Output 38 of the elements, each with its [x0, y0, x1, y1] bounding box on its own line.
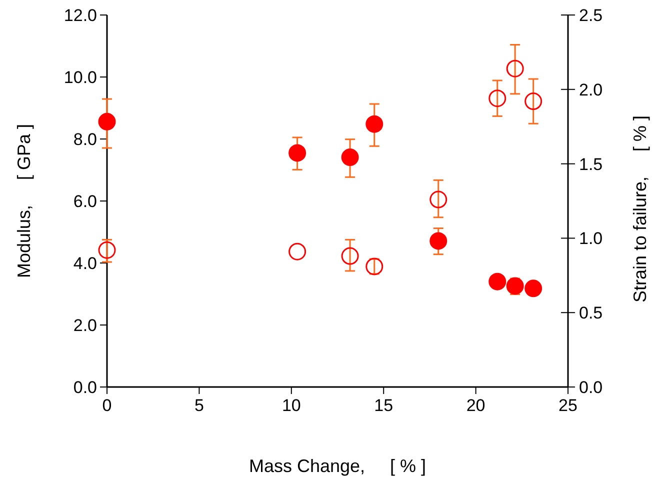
x-axis-title: Mass Change, [ % ]	[248, 456, 426, 476]
x-tick-label: 0	[102, 396, 112, 415]
y2-tick-label: 1.0	[579, 229, 603, 248]
x-tick-label: 15	[374, 396, 394, 415]
y-tick-label: 6.0	[73, 192, 97, 211]
y2-tick-label: 2.0	[579, 80, 603, 100]
y-tick-label: 0.0	[73, 378, 97, 397]
point	[524, 280, 542, 298]
y-tick-label: 10.0	[64, 68, 97, 87]
point	[288, 242, 306, 260]
y-axis-title: Modulus, [ GPa ]	[14, 124, 34, 278]
point	[98, 112, 116, 130]
y2-tick-label: 0.0	[579, 378, 603, 397]
y-tick-label: 2.0	[73, 316, 97, 335]
point	[98, 241, 116, 259]
x-tick-label: 5	[194, 396, 204, 415]
y2-tick-label: 0.5	[579, 304, 603, 323]
y2-tick-label: 1.5	[579, 154, 603, 174]
point	[506, 60, 524, 78]
x-tick-label: 10	[282, 396, 301, 415]
y-tick-label: 8.0	[73, 130, 97, 149]
y-tick-label: 12.0	[64, 6, 97, 25]
point	[488, 272, 506, 290]
point	[341, 148, 359, 166]
y2-tick-label: 2.5	[579, 6, 603, 25]
point	[488, 90, 506, 108]
point	[430, 232, 448, 250]
point	[506, 277, 524, 295]
point	[366, 115, 384, 133]
point	[524, 92, 542, 110]
x-tick-label: 20	[466, 396, 486, 415]
y-tick-label: 4.0	[73, 254, 97, 273]
y2-axis-title: Strain to failure, [ % ]	[630, 115, 650, 303]
x-tick-label: 25	[558, 396, 578, 415]
point	[430, 190, 448, 208]
point	[341, 247, 359, 265]
point	[288, 144, 306, 162]
point	[366, 258, 384, 276]
